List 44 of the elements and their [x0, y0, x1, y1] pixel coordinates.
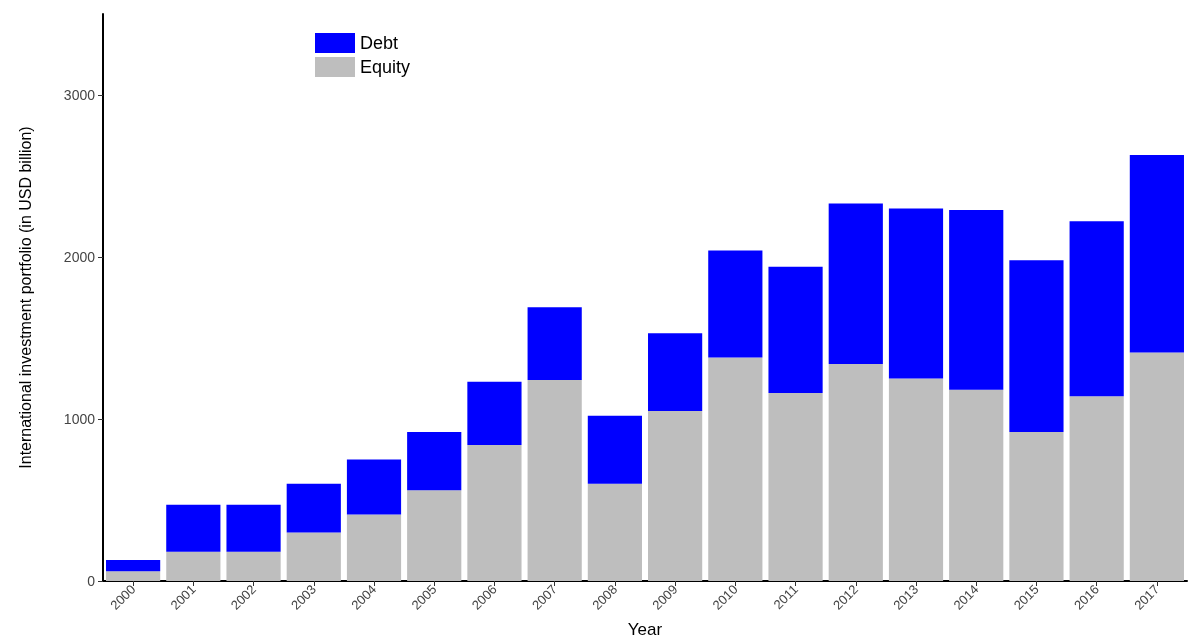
- y-axis-title: International investment portfolio (in USD billion): [16, 126, 34, 469]
- bar: [286, 532, 341, 581]
- y-tick-label: 0: [87, 573, 96, 589]
- bar: [828, 203, 883, 364]
- bar: [1009, 260, 1064, 432]
- bar: [828, 363, 883, 581]
- bar: [527, 307, 582, 381]
- bar: [166, 504, 221, 552]
- bar: [407, 431, 462, 491]
- bar: [1069, 221, 1124, 397]
- bar: [467, 381, 522, 445]
- bar: [467, 444, 522, 581]
- legend-label: Equity: [360, 57, 411, 77]
- legend-label: Debt: [360, 33, 399, 53]
- bar: [407, 490, 462, 581]
- x-axis-title: Year: [627, 620, 663, 639]
- bar: [949, 210, 1004, 390]
- bar: [949, 389, 1004, 581]
- bar: [1129, 352, 1184, 581]
- bar: [888, 378, 944, 581]
- bar: [587, 415, 642, 484]
- bar: [286, 483, 341, 533]
- bar: [106, 571, 161, 581]
- bar: [226, 504, 281, 552]
- bar: [708, 357, 763, 581]
- bar: [1129, 154, 1184, 353]
- bar: [768, 393, 823, 581]
- bar: [888, 208, 944, 379]
- bar: [768, 266, 823, 394]
- y-tick-label: 3000: [63, 87, 96, 103]
- bar: [587, 483, 642, 581]
- bar: [648, 333, 703, 411]
- bar: [708, 250, 763, 358]
- bar: [106, 559, 161, 572]
- bar: [1069, 396, 1124, 581]
- bar: [166, 551, 221, 581]
- bar: [527, 380, 582, 581]
- bar: [648, 410, 703, 581]
- y-tick-label: 1000: [63, 411, 96, 427]
- bar: [1009, 431, 1064, 581]
- y-tick-label: 2000: [63, 249, 96, 265]
- bar: [346, 514, 402, 581]
- bar: [346, 459, 402, 515]
- bar: [226, 551, 281, 581]
